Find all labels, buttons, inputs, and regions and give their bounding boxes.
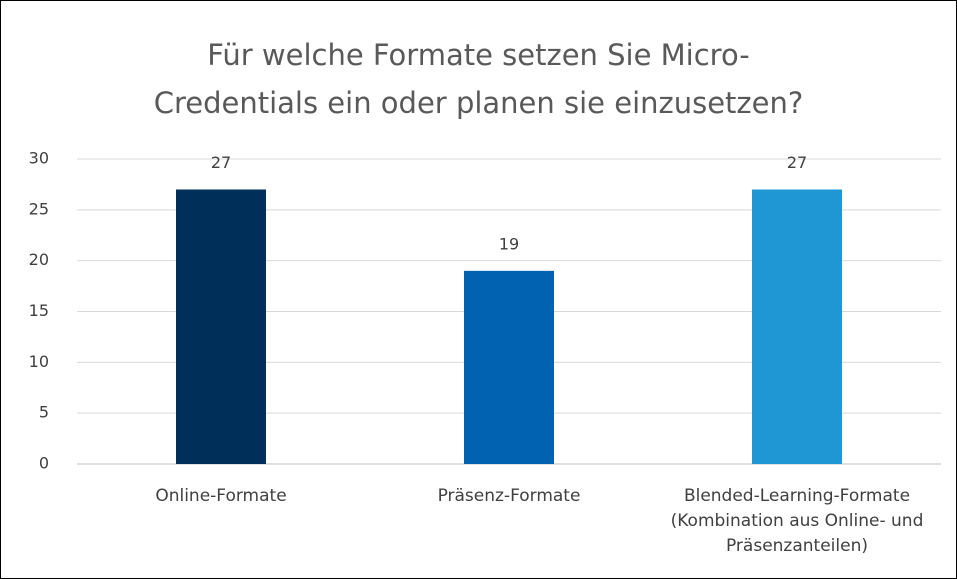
- bar: [176, 189, 266, 464]
- value-label: 27: [787, 153, 807, 172]
- y-tick-label: 25: [29, 199, 49, 218]
- bar: [464, 270, 554, 464]
- x-tick-label: Online-Formate: [155, 486, 287, 506]
- y-tick-label: 0: [39, 454, 49, 473]
- x-tick-label: Präsenz-Formate: [437, 486, 581, 506]
- chart-title: Für welche Formate setzen Sie Micro-Cred…: [153, 38, 804, 120]
- value-label: 27: [211, 153, 231, 172]
- y-tick-label: 15: [29, 301, 49, 320]
- y-tick-label: 30: [29, 149, 49, 168]
- value-label: 19: [499, 234, 519, 253]
- bar: [752, 189, 842, 464]
- x-tick-label: Blended-Learning-Formate (Kombination au…: [670, 486, 924, 556]
- y-tick-label: 20: [29, 250, 49, 269]
- y-tick-label: 10: [29, 352, 49, 371]
- y-tick-label: 5: [39, 403, 49, 422]
